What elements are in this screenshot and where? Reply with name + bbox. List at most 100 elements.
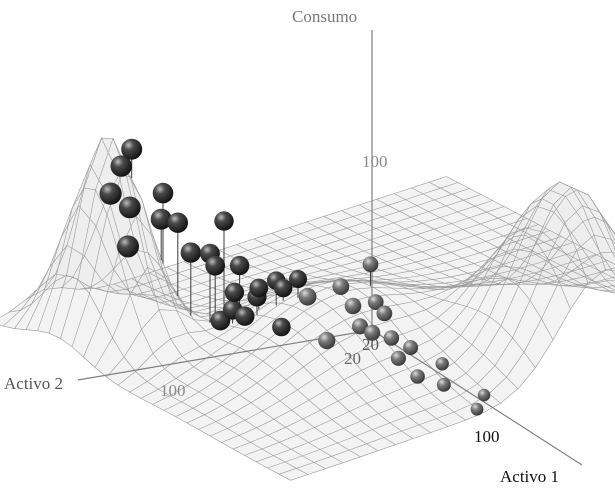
surface-patch [267, 462, 297, 475]
surface-patch [530, 258, 559, 319]
surface-patch [317, 250, 347, 262]
surface-patch [449, 306, 478, 336]
surface-patch [124, 329, 153, 372]
surface-grid-line [96, 287, 396, 445]
surface-patch [251, 339, 281, 362]
surface-patch [283, 233, 312, 245]
surface-patch [240, 333, 269, 354]
surface-patch [274, 410, 303, 428]
surface-patch [236, 238, 266, 251]
surface-patch [507, 234, 536, 287]
data-point [205, 255, 226, 276]
surface-patch [576, 234, 606, 284]
surface-patch [320, 443, 349, 457]
surface-patch [49, 275, 78, 339]
surface-patch [314, 419, 344, 436]
surface-patch [426, 300, 455, 319]
axis-label-activo2: Activo 2 [4, 374, 63, 393]
surface-grid-line [376, 199, 615, 287]
surface-patch [210, 428, 239, 443]
surface-patch [165, 277, 194, 320]
surface-patch [355, 429, 384, 444]
surface-patch [289, 222, 318, 234]
surface-patch [388, 199, 417, 212]
surface-patch [189, 297, 218, 306]
surface-patch [341, 234, 370, 246]
data-point [364, 324, 381, 341]
surface-patch [409, 284, 439, 287]
surface-patch [254, 233, 283, 245]
surface-patch [189, 272, 219, 284]
surface-patch [428, 205, 458, 218]
surface-patch [442, 395, 472, 413]
surface-patch [372, 422, 402, 438]
surface-patch [315, 367, 344, 390]
surface-patch [445, 258, 474, 269]
surface-patch [239, 427, 268, 443]
data-point [332, 278, 350, 295]
surface-grid-line [253, 238, 554, 341]
surface-patch [323, 265, 352, 274]
surface-patch [440, 182, 470, 195]
surface-patch [311, 261, 341, 271]
surface-patch [457, 235, 486, 247]
surface-patch [251, 391, 280, 411]
surface-patch [320, 401, 350, 420]
data-point [99, 182, 122, 205]
surface-patch [428, 235, 457, 247]
surface-patch [315, 309, 345, 331]
surface-patch [112, 294, 142, 358]
surface-patch [147, 368, 176, 390]
surface-patch [256, 455, 285, 468]
surface-patch [419, 418, 448, 433]
data-point [435, 357, 449, 371]
surface-patch [321, 293, 351, 310]
surface-patch [420, 288, 450, 297]
surface-patch [434, 223, 463, 236]
surface-patch [60, 279, 90, 347]
surface-patch [463, 223, 492, 236]
surface-patch [475, 200, 504, 213]
surface-patch [452, 188, 481, 201]
surface-grid-line [0, 324, 291, 481]
surface-patch [483, 325, 513, 366]
surface-patch [553, 187, 583, 223]
surface-grid-line [411, 187, 615, 291]
surface-patch [199, 380, 228, 399]
surface-patch [297, 378, 327, 401]
surface-patch [405, 223, 434, 235]
surface-patch [274, 356, 304, 380]
surface-patch [194, 307, 224, 314]
surface-patch [265, 239, 295, 251]
surface-grid-line [113, 283, 414, 439]
surface-patch [404, 251, 434, 263]
surface-patch [335, 245, 364, 257]
data-point [289, 270, 307, 288]
surface-patch [292, 342, 321, 367]
surface-patch [440, 211, 469, 224]
surface-patch [480, 218, 510, 230]
surface-patch [176, 310, 206, 333]
surface-patch [172, 278, 201, 290]
surface-patch [118, 371, 147, 393]
data-point [436, 377, 451, 392]
data-point [110, 155, 132, 177]
surface-patch [296, 462, 326, 475]
surface-patch [376, 193, 406, 206]
surface-patch [187, 414, 216, 430]
surface-patch [219, 244, 248, 256]
surface-patch [228, 329, 258, 348]
surface-patch [542, 181, 571, 205]
surface-patch [422, 217, 452, 230]
surface-patch [375, 251, 405, 262]
surface-patch [370, 234, 399, 246]
surface-grid-line [341, 210, 615, 285]
surface-grid-line [323, 189, 615, 287]
surface-grid-line [288, 198, 589, 288]
surface-patch [530, 181, 560, 205]
surface-patch [359, 199, 388, 211]
surface-patch [518, 241, 548, 301]
data-points [99, 138, 491, 416]
surface-patch [216, 412, 245, 429]
surface-patch [279, 468, 308, 481]
